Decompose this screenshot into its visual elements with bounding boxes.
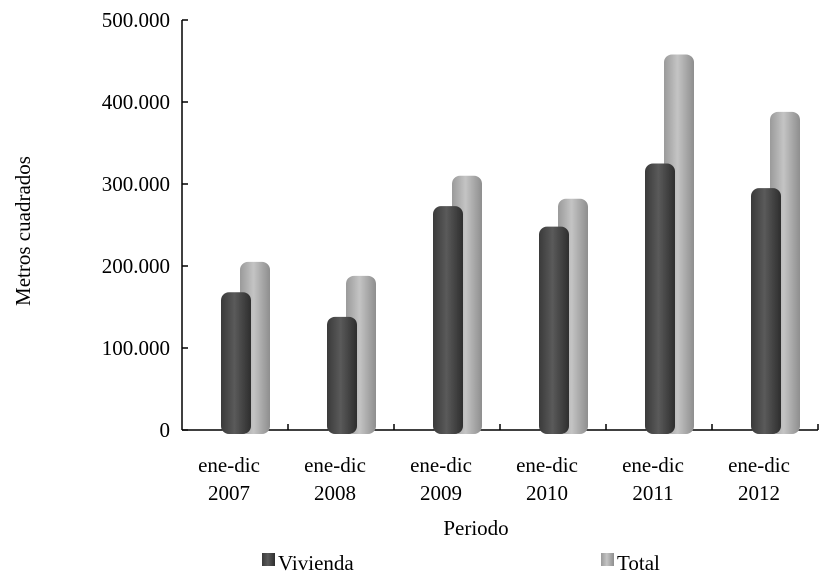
- y-tick-label: 300.000: [102, 172, 170, 196]
- bar-vivienda-2: [327, 316, 357, 434]
- bar-vivienda-6: [751, 188, 781, 434]
- x-tick-label: ene-dic 2009: [410, 453, 472, 505]
- x-tick-label: ene-dic 2011: [622, 453, 684, 505]
- bar-vivienda-1: [221, 292, 251, 434]
- x-tick-label-line: 2011: [632, 481, 673, 505]
- y-tick-label: 100.000: [102, 336, 170, 360]
- x-tick-label-line: ene-dic: [304, 453, 366, 477]
- x-tick-label-line: ene-dic: [728, 453, 790, 477]
- x-tick-label: ene-dic 2012: [728, 453, 790, 505]
- x-tick-label: ene-dic 2008: [304, 453, 366, 505]
- legend: Vivienda Total: [262, 551, 660, 575]
- x-axis: [182, 424, 819, 431]
- legend-label-total: Total: [617, 551, 660, 575]
- y-axis-title: Metros cuadrados: [11, 156, 35, 306]
- x-tick-label-line: 2007: [208, 481, 250, 505]
- x-tick-label-line: 2012: [738, 481, 780, 505]
- x-tick-label-line: ene-dic: [622, 453, 684, 477]
- legend-item-total: Total: [601, 551, 660, 575]
- x-tick-label-line: ene-dic: [198, 453, 260, 477]
- y-tick-label: 200.000: [102, 254, 170, 278]
- x-axis-title: Periodo: [443, 516, 508, 540]
- y-tick-label: 500.000: [102, 8, 170, 32]
- x-tick-label-line: ene-dic: [410, 453, 472, 477]
- x-tick-label: ene-dic 2007: [198, 453, 260, 505]
- x-tick-label-line: 2008: [314, 481, 356, 505]
- y-tick-label: 0: [160, 418, 171, 442]
- y-tick-label: 400.000: [102, 90, 170, 114]
- bars: [221, 54, 800, 435]
- x-tick-label-line: 2009: [420, 481, 462, 505]
- legend-swatch-vivienda: [262, 553, 275, 566]
- x-tick-label: ene-dic 2010: [516, 453, 578, 505]
- legend-item-vivienda: Vivienda: [262, 551, 354, 575]
- x-tick-label-line: ene-dic: [516, 453, 578, 477]
- x-tick-label-line: 2010: [526, 481, 568, 505]
- bar-vivienda-3: [433, 206, 463, 434]
- y-axis: 0 100.000 200.000 300.000 400.000 500.000: [102, 8, 188, 442]
- legend-swatch-total: [601, 553, 614, 566]
- legend-label-vivienda: Vivienda: [278, 551, 354, 575]
- bar-vivienda-4: [539, 226, 569, 434]
- bar-vivienda-5: [645, 163, 675, 434]
